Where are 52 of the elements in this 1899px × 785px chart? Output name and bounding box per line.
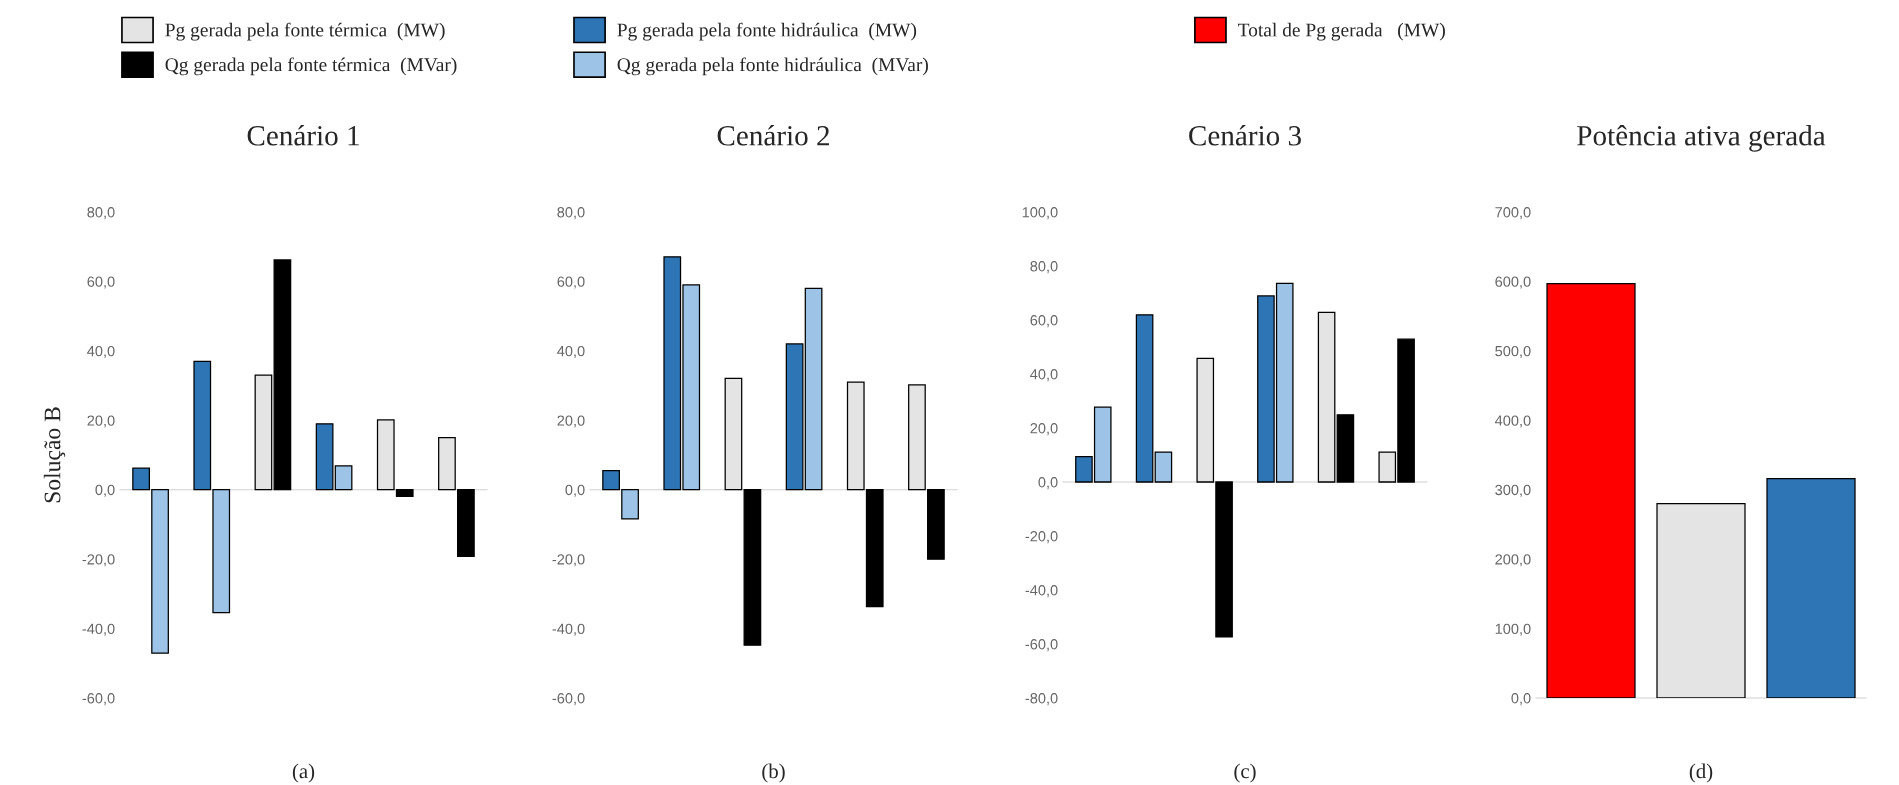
y-tick-label: 60,0 [557, 276, 585, 289]
y-tick-label: 0,0 [1038, 477, 1058, 490]
y-tick-label: 200,0 [1495, 554, 1531, 567]
x-axis-title: (c) [1234, 763, 1256, 783]
chart-title: Cenário 2 [717, 125, 829, 146]
legend-label: Qg gerada pela fonte térmica (MVar) [165, 57, 457, 76]
legend-label: Qg gerada pela fonte hidráulica (MVar) [617, 57, 928, 76]
legend-label: Pg gerada pela fonte hidráulica (MW) [617, 22, 917, 41]
y-tick-label: 40,0 [1030, 369, 1058, 382]
y-tick-label: 0,0 [565, 484, 585, 497]
y-tick-label: 600,0 [1495, 276, 1531, 289]
legend-label: Total de Pg gerada (MW) [1238, 22, 1445, 41]
y-tick-label: -60,0 [552, 693, 585, 706]
x-axis-title: (a) [292, 763, 315, 783]
bar [1317, 311, 1336, 483]
y-tick-label: 40,0 [87, 345, 115, 359]
y-tick-label: -80,0 [1025, 693, 1058, 706]
y-tick-label: 700,0 [1495, 207, 1531, 220]
bar [1154, 451, 1173, 483]
chart-title: Potência ativa gerada [1577, 125, 1826, 152]
y-tick-label: -40,0 [552, 623, 585, 636]
y-tick-label: 400,0 [1494, 415, 1531, 428]
bar [1135, 314, 1154, 483]
y-tick-label: 80,0 [1030, 261, 1058, 274]
y-tick-label: 0,0 [95, 484, 115, 497]
y-tick-label: 40,0 [557, 345, 585, 359]
y-tick-label: -40,0 [82, 623, 115, 636]
y-tick-label: -20,0 [82, 554, 115, 567]
y-axis-title: Solução B [43, 407, 66, 503]
legend-label: Pg gerada pela fonte térmica (MW) [165, 22, 445, 41]
y-tick-label: 20,0 [557, 415, 585, 428]
y-tick-label: -40,0 [1025, 585, 1058, 598]
x-axis-title: (b) [762, 763, 785, 783]
y-tick-label: -60,0 [1025, 639, 1058, 652]
y-tick-label: -60,0 [82, 693, 115, 706]
bar [1336, 414, 1355, 483]
y-tick-label: 60,0 [87, 276, 115, 289]
y-tick-label: 100,0 [1022, 207, 1058, 220]
y-tick-label: 20,0 [87, 415, 115, 428]
y-tick-label: -20,0 [552, 554, 585, 567]
chart-title: Cenário 3 [1189, 125, 1301, 146]
chart-title: Cenário 1 [247, 125, 359, 146]
y-tick-label: 80,0 [557, 207, 585, 220]
y-tick-label: 60,0 [1030, 315, 1058, 328]
x-axis-title: (d) [1689, 763, 1713, 783]
y-tick-label: 80,0 [87, 207, 115, 220]
y-tick-label: -20,0 [1025, 531, 1058, 544]
y-tick-label: 500,0 [1495, 345, 1531, 359]
y-tick-label: 300,0 [1495, 484, 1531, 497]
y-tick-label: 20,0 [1030, 423, 1058, 436]
y-tick-label: 100,0 [1495, 623, 1531, 636]
y-tick-label: 0,0 [1511, 693, 1531, 706]
